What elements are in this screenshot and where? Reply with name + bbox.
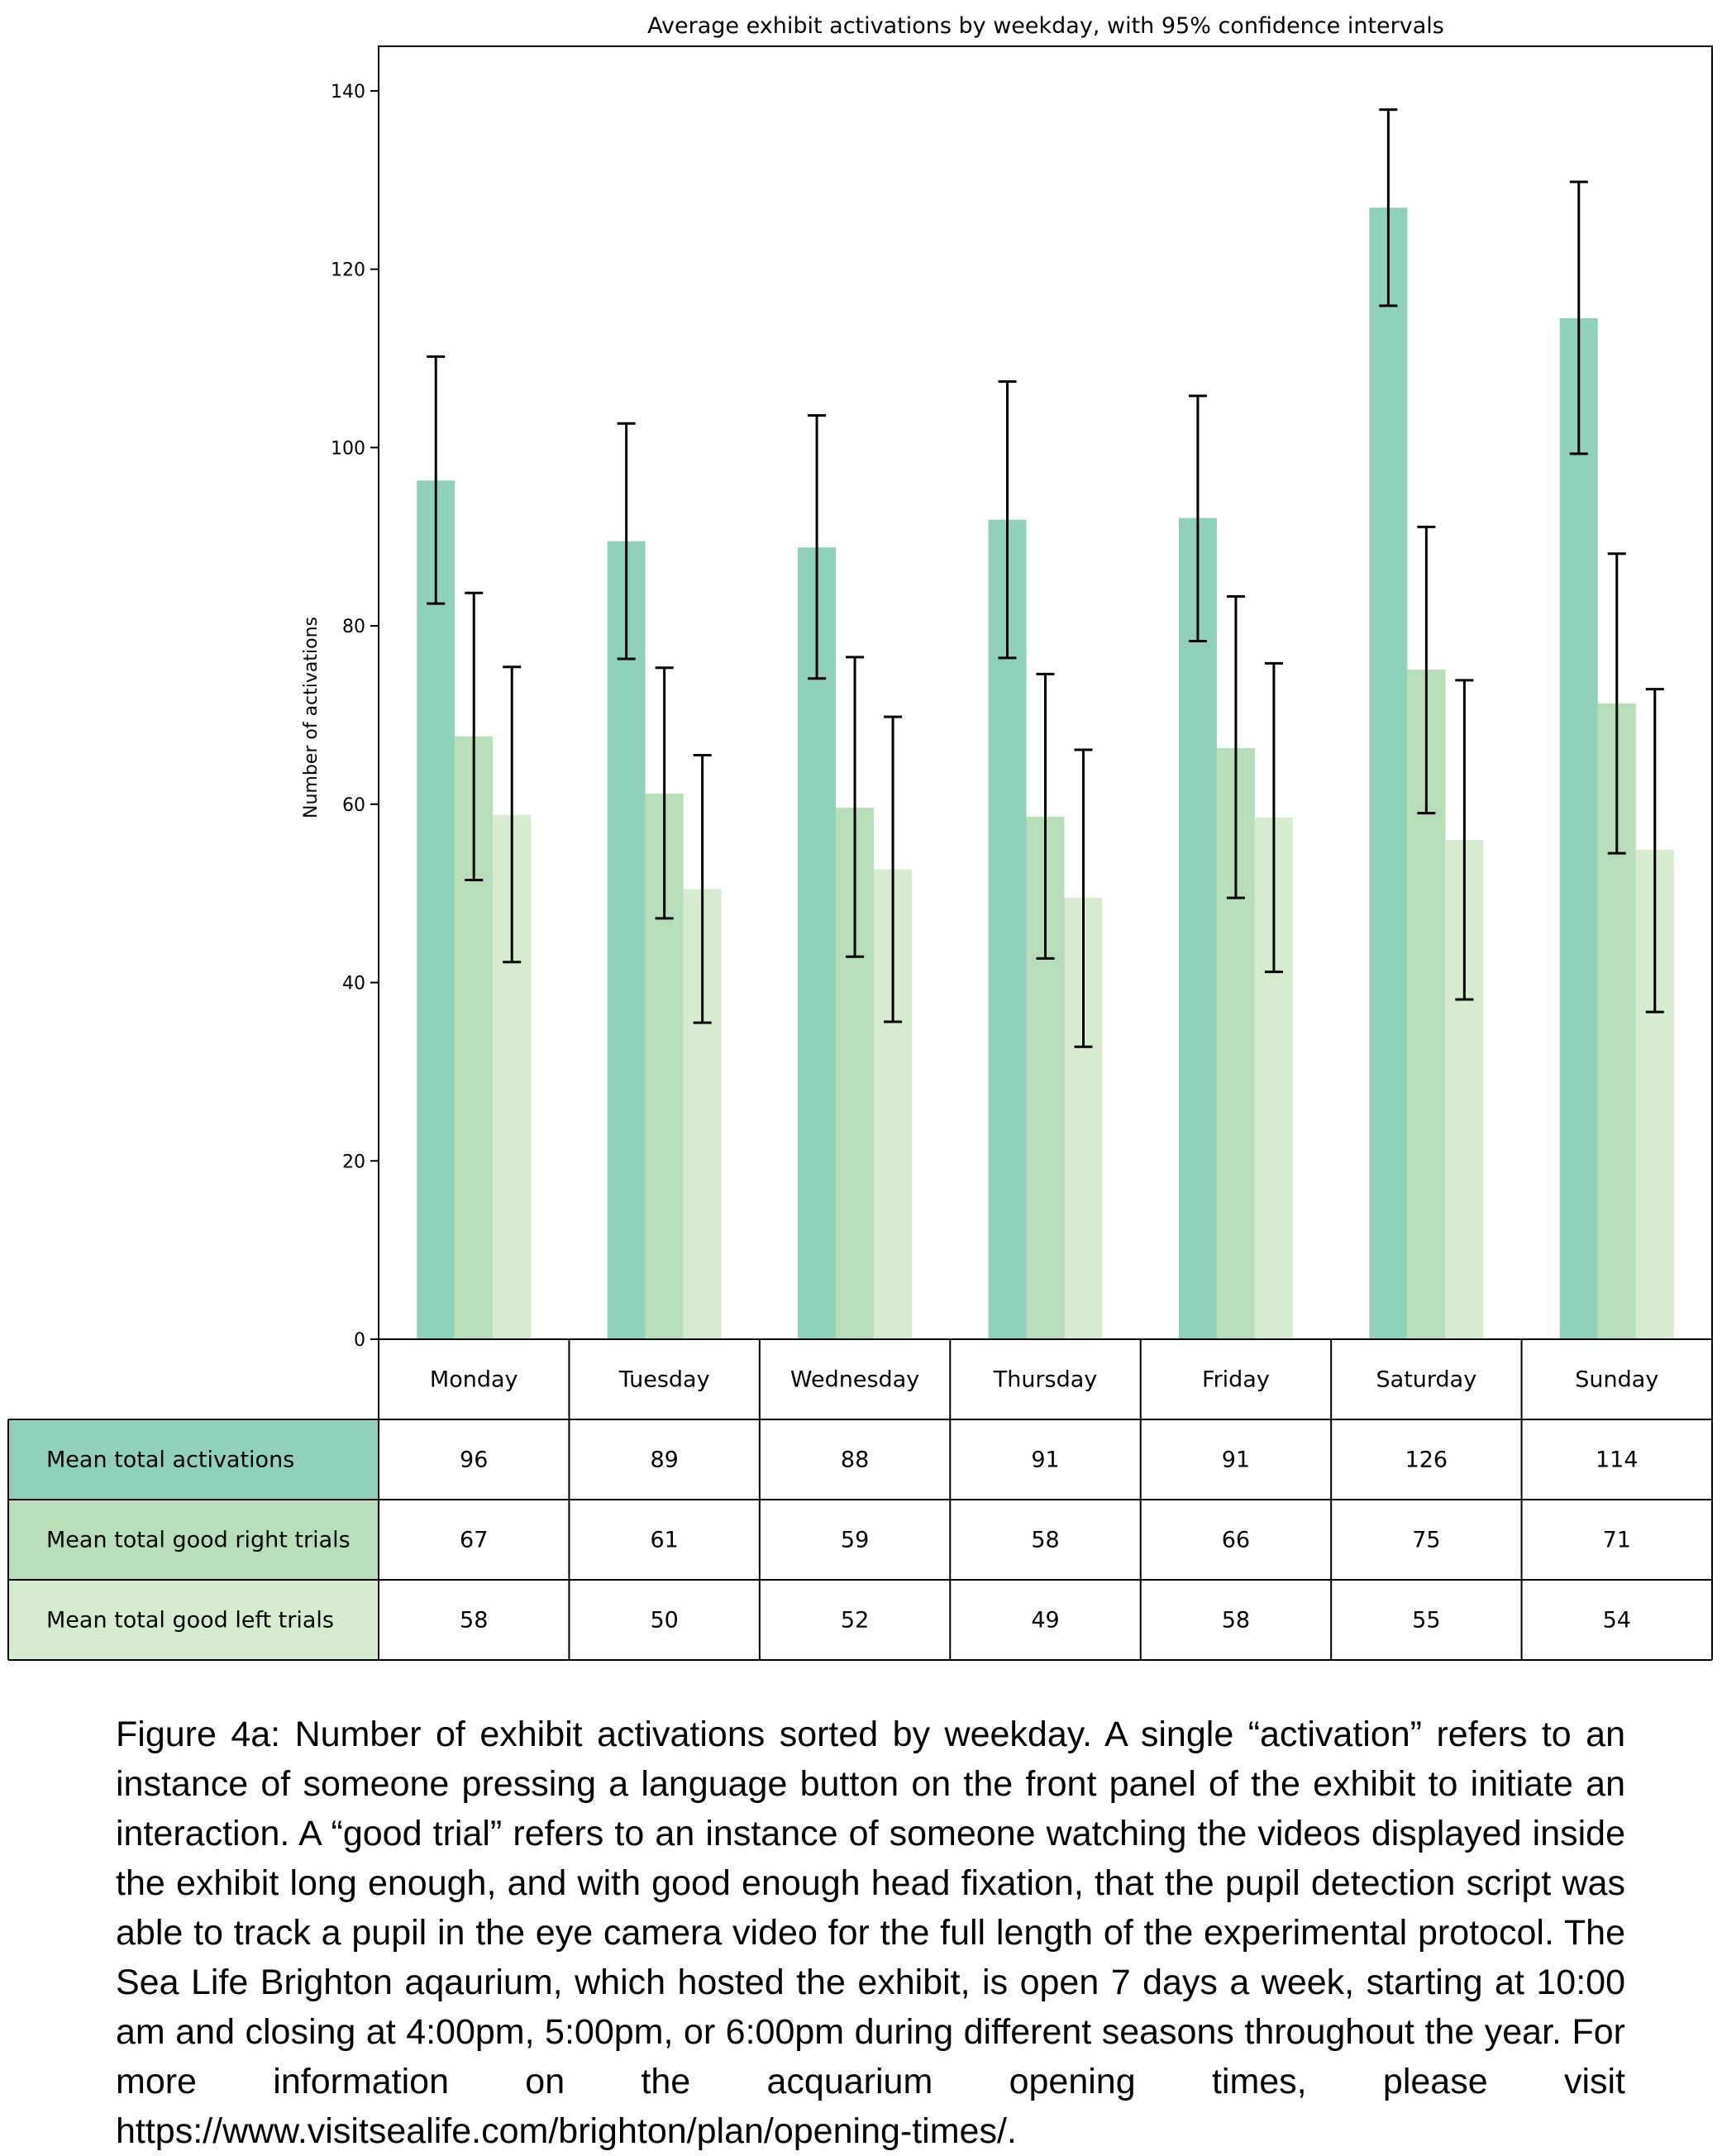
table-cell: 66 <box>1222 1528 1250 1553</box>
table-cell: 88 <box>841 1448 869 1473</box>
error-bar-saturday-series-3 <box>1455 679 1474 1001</box>
table-cell: 58 <box>1222 1608 1250 1634</box>
y-tick-label: 80 <box>342 617 365 637</box>
table-cell: 58 <box>1031 1528 1059 1553</box>
y-tick-label: 20 <box>342 1152 365 1172</box>
bar-saturday-series-1 <box>1369 207 1408 1339</box>
error-bar-tuesday-series-1 <box>617 422 636 661</box>
y-tick-label: 40 <box>342 974 365 995</box>
table-cell: 91 <box>1222 1448 1250 1473</box>
table-cell: 61 <box>650 1528 678 1553</box>
error-bar-sunday-series-3 <box>1645 688 1664 1014</box>
error-bar-wednesday-series-3 <box>884 715 903 1023</box>
data-table: Monday Tuesday Wednesday Thursday Friday Satu… <box>7 1339 1713 1661</box>
x-tick-label-thursday: Thursday <box>993 1367 1098 1393</box>
y-tick-label: 60 <box>342 795 365 816</box>
activations-chart: Average exhibit activations by weekday, … <box>7 13 1713 1661</box>
row-label-cell <box>8 1500 379 1580</box>
table-cell: 96 <box>460 1448 488 1473</box>
table-cell: 126 <box>1405 1448 1448 1473</box>
error-bar-thursday-series-2 <box>1036 672 1055 960</box>
table-cell: 52 <box>841 1608 869 1634</box>
error-bar-friday-series-2 <box>1226 595 1245 899</box>
table-cell: 114 <box>1596 1448 1639 1473</box>
error-bar-monday-series-2 <box>465 591 484 882</box>
error-bar-sunday-series-1 <box>1569 180 1588 456</box>
table-cell: 67 <box>460 1528 488 1553</box>
row-label: Mean total good right trials <box>46 1528 351 1553</box>
plot-frame <box>378 45 1713 1340</box>
x-tick-label-wednesday: Wednesday <box>790 1367 919 1393</box>
y-axis-label: Number of activations <box>301 617 322 818</box>
chart-title: Average exhibit activations by weekday, … <box>647 13 1444 39</box>
error-bar-sunday-series-2 <box>1607 552 1626 855</box>
y-tick-label: 100 <box>331 438 365 459</box>
y-tick-label: 120 <box>331 260 365 281</box>
error-bar-wednesday-series-1 <box>808 414 827 680</box>
table-cell: 75 <box>1412 1528 1440 1553</box>
table-cell: 54 <box>1603 1608 1631 1634</box>
table-cell: 91 <box>1031 1448 1059 1473</box>
x-tick-label-friday: Friday <box>1202 1367 1270 1393</box>
error-bar-saturday-series-2 <box>1417 525 1436 815</box>
error-bar-monday-series-3 <box>503 665 522 964</box>
row-label: Mean total activations <box>46 1448 294 1473</box>
bar-tuesday-series-1 <box>607 541 646 1339</box>
bar-monday-series-1 <box>417 480 456 1339</box>
y-tick-label: 140 <box>331 82 365 103</box>
plot-area: 0 20 40 60 80 100 120 140 Number of activations <box>301 45 1713 1351</box>
error-bar-thursday-series-3 <box>1074 748 1093 1048</box>
row-label: Mean total good left trials <box>46 1608 334 1634</box>
table-cell: 59 <box>841 1528 869 1553</box>
table-cell: 58 <box>460 1608 488 1634</box>
bar-friday-series-1 <box>1178 518 1217 1339</box>
error-bar-friday-series-3 <box>1264 661 1283 974</box>
y-tick-label: 0 <box>354 1330 365 1351</box>
table-cell: 71 <box>1603 1528 1631 1553</box>
x-tick-label-saturday: Saturday <box>1376 1367 1477 1393</box>
x-tick-label-tuesday: Tuesday <box>618 1367 710 1393</box>
table-cell: 55 <box>1412 1608 1440 1634</box>
bar-sunday-series-1 <box>1559 317 1598 1340</box>
figure-caption: Figure 4a: Number of exhibit activations… <box>116 1715 1625 2151</box>
x-tick-label-sunday: Sunday <box>1575 1367 1658 1393</box>
error-bar-tuesday-series-3 <box>693 754 712 1024</box>
row-label-cell <box>8 1580 379 1660</box>
table-cell: 49 <box>1031 1608 1059 1634</box>
row-label-cell <box>8 1419 379 1500</box>
table-cell: 89 <box>650 1448 678 1473</box>
error-bar-monday-series-1 <box>427 355 446 605</box>
error-bar-wednesday-series-2 <box>846 656 865 958</box>
table-cell: 50 <box>650 1608 678 1634</box>
error-bar-thursday-series-1 <box>998 380 1017 660</box>
error-bar-saturday-series-1 <box>1379 108 1398 308</box>
x-tick-label-monday: Monday <box>430 1367 518 1393</box>
error-bar-tuesday-series-2 <box>655 666 674 920</box>
error-bar-friday-series-1 <box>1188 394 1207 642</box>
